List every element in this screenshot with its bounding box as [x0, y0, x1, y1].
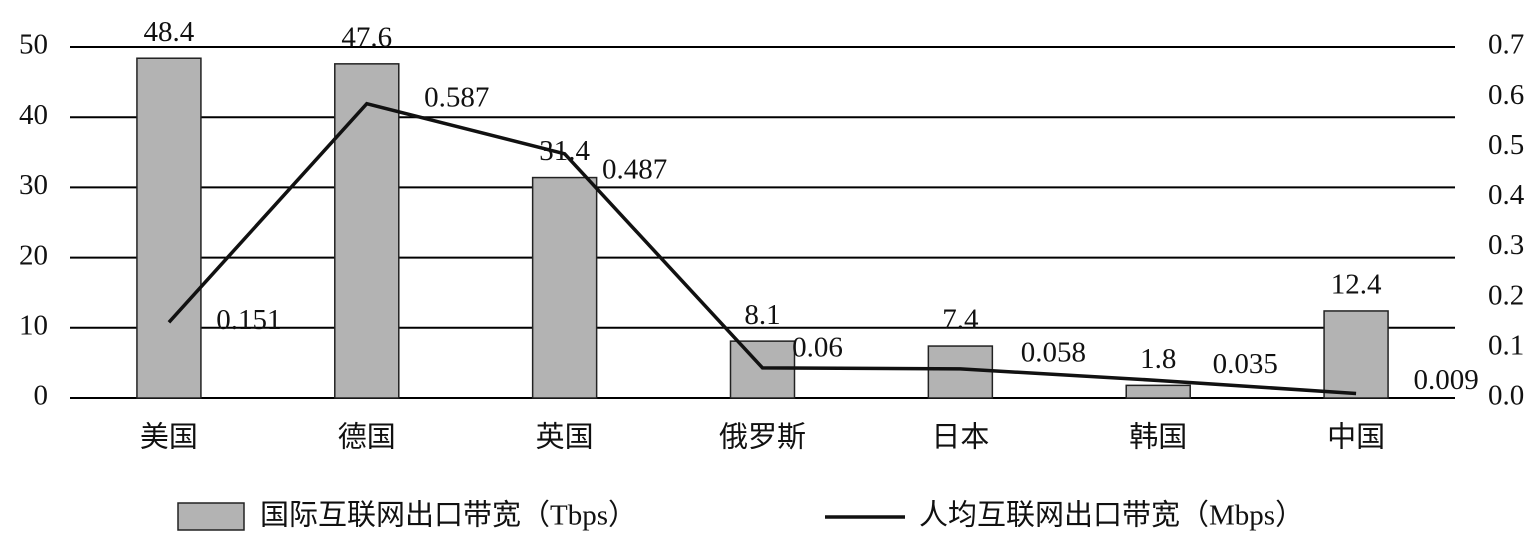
y-tick-label: 50 [19, 29, 48, 61]
line-value-label: 0.487 [602, 153, 667, 185]
line-value-label: 0.035 [1213, 348, 1278, 380]
bar [927, 345, 994, 399]
bar-value-label: 12.4 [1331, 269, 1382, 301]
y-tick-label: 10 [19, 309, 48, 341]
bar-value-label: 48.4 [144, 16, 195, 48]
line-value-label: 0.009 [1413, 364, 1478, 396]
line-value-label: 0.587 [424, 81, 489, 113]
line [167, 101, 1357, 396]
bar-value-label: 1.8 [1140, 343, 1176, 375]
bar [531, 176, 598, 399]
line-value-label: 0.06 [792, 332, 843, 364]
y2-tick-label: 0.2 [1488, 279, 1524, 311]
x-tick-label: 英国 [536, 421, 594, 454]
legend-label: 人均互联网出口带宽（Mbps） [919, 499, 1304, 532]
y2-tick-label: 0.5 [1488, 129, 1524, 161]
bar [1125, 384, 1191, 399]
y2-tick-label: 0.1 [1488, 330, 1524, 362]
y2-tick-label: 0.7 [1488, 29, 1524, 61]
bar-value-label: 8.1 [744, 299, 780, 331]
y2-tick-label: 0.3 [1488, 229, 1524, 261]
legend-label: 国际互联网出口带宽（Tbps） [260, 499, 637, 532]
y-tick-label: 0 [34, 380, 49, 412]
y2-tick-label: 0.0 [1488, 380, 1524, 412]
y2-tick-label: 0.6 [1488, 79, 1524, 111]
line-value-label: 0.058 [1021, 337, 1086, 369]
line-value-label: 0.151 [216, 304, 281, 336]
bar [1323, 310, 1389, 399]
bar [136, 57, 202, 399]
y-tick-label: 30 [19, 169, 48, 201]
x-tick-label: 中国 [1327, 421, 1385, 454]
bar [334, 63, 400, 399]
x-tick-label: 韩国 [1129, 421, 1187, 454]
y-tick-label: 20 [19, 239, 48, 271]
bar-value-label: 47.6 [341, 22, 392, 54]
x-tick-label: 日本 [931, 421, 989, 454]
x-tick-label: 俄罗斯 [719, 421, 806, 454]
x-tick-label: 美国 [140, 421, 198, 454]
y2-tick-label: 0.4 [1488, 179, 1525, 211]
bar-value-label: 7.4 [942, 304, 979, 336]
x-tick-label: 德国 [338, 421, 396, 454]
y-tick-label: 40 [19, 99, 48, 131]
bar-value-label: 31.4 [539, 135, 590, 167]
legend-swatch [177, 502, 245, 531]
